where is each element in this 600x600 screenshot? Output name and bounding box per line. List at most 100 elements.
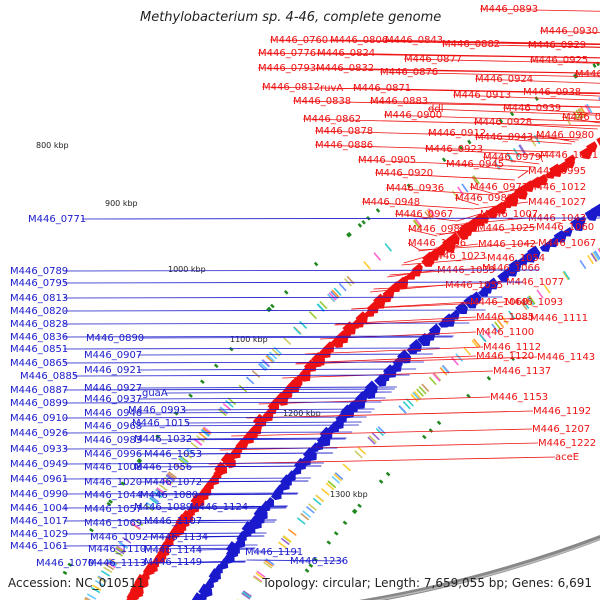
forward-gene-label: M446_0930 [540,26,598,37]
forward-gene-leader [441,43,600,48]
forward-gene-leader [334,317,531,326]
reverse-gene-leader [63,347,440,350]
reverse-gene-label: M446_1113 [88,558,146,569]
outer-feature-stripe [96,576,107,584]
reverse-gene-leader [253,550,300,553]
outer-feature-stripe [116,545,126,553]
forward-gene-label: M446_1054 [487,253,545,264]
inner-feature-stripe [501,315,509,325]
reverse-gene-leader [165,391,392,394]
outer-feature-stripe [308,310,318,320]
gc-marker [378,479,384,484]
gc-marker [357,223,363,228]
outer-feature-stripe [225,400,234,408]
forward-gene-label: M446_0812 [262,82,320,93]
gc-marker [213,363,219,369]
forward-gene-label: M446_0824 [317,48,375,59]
reverse-gene-label: M446_1134 [150,532,208,543]
forward-gene-leader [473,121,598,130]
gc-marker [406,183,412,189]
outer-feature-stripe [168,471,178,479]
reverse-gene-label: M446_1020 [84,477,142,488]
gc-marker [436,420,442,426]
outer-feature-stripe [513,148,520,158]
inner-feature-stripe [371,432,380,441]
outer-feature-stripe [251,369,261,378]
forward-gene-arrow [485,206,498,219]
forward-gene-label: M446_0923 [425,144,483,155]
accession-label: Accession: NC_010511 [8,576,145,590]
inner-feature-stripe [305,505,315,514]
inner-feature-stripe [441,365,450,374]
forward-gene-leader [370,284,446,293]
forward-gene-leader [305,346,484,355]
inner-feature-stripe [325,482,335,491]
inner-feature-stripe [496,319,505,329]
outer-feature-stripe [298,320,308,329]
outer-feature-stripe [155,488,165,497]
reverse-gene-label: M446_0890 [86,333,144,344]
gc-marker [200,379,205,385]
outer-feature-stripe [384,242,393,252]
reverse-gene-label: M446_1089 [134,502,192,513]
gc-marker [136,459,142,464]
reverse-gene-leader [63,309,486,312]
forward-gene-leader [574,73,600,76]
forward-gene-leader [539,154,543,163]
inner-feature-stripe [280,537,290,546]
map-title: Methylobacterium sp. 4-46, complete geno… [140,10,442,25]
forward-gene-leader [394,213,458,222]
forward-gene-leader [403,58,600,64]
reverse-gene-leader [63,431,353,434]
inner-feature-stripe [579,259,587,270]
forward-gene-arrow [522,180,535,192]
reverse-gene-label: M446_1144 [144,545,202,556]
inner-feature-stripe [405,398,414,407]
gc-marker [188,393,193,398]
forward-gene-leader [454,197,479,206]
forward-gene-leader [502,107,600,115]
forward-gene-label: M446_0981 [562,112,600,123]
reverse-gene-arrow [497,270,510,282]
forward-gene-label: M446_0995 [528,166,586,177]
outer-feature-stripe [149,497,159,505]
reverse-gene-label: M446_0946 [84,408,142,419]
outer-feature-stripe [183,451,193,459]
gc-marker [592,63,597,68]
reverse-gene-leader [63,401,382,404]
gc-marker [155,434,161,439]
forward-gene-label: M446_1120 [476,351,534,362]
forward-gene-label: M446_0950 [575,69,600,80]
forward-gene-leader [320,331,477,340]
forward-gene-leader [384,39,600,45]
gc-marker [385,471,391,477]
forward-gene-leader [379,71,600,78]
reverse-gene-label: M446_1072 [144,477,202,488]
gc-marker [267,306,272,312]
outer-feature-stripe [363,261,371,270]
forward-gene-leader [469,186,495,195]
reverse-gene-leader [63,416,367,419]
forward-gene-leader [527,44,600,48]
forward-gene-label: M446_1011 [540,150,598,161]
forward-gene-label: M446_0928 [474,117,532,128]
reverse-gene-leader [197,480,309,483]
forward-gene-label: M446_1207 [532,424,590,435]
forward-gene-label: M446_0939 [503,103,561,114]
inner-feature-stripe [451,356,459,366]
forward-gene-leader [296,355,477,364]
outer-feature-stripe [100,570,111,577]
gc-marker [347,231,352,237]
forward-gene-label: M446_0806 [330,35,388,46]
inner-feature-stripe [342,463,351,472]
outer-feature-stripe [268,351,278,360]
reverse-gene-label: M446_0949 [10,459,68,470]
forward-gene-label: M446_0886 [315,140,373,151]
forward-gene-label: M446_0987 [408,224,466,235]
reverse-gene-leader [203,535,265,538]
gc-marker [467,139,472,145]
inner-feature-stripe [308,503,317,511]
forward-gene-leader [369,100,600,108]
outer-feature-stripe [266,354,275,363]
reverse-gene-label: M446_0836 [10,332,68,343]
